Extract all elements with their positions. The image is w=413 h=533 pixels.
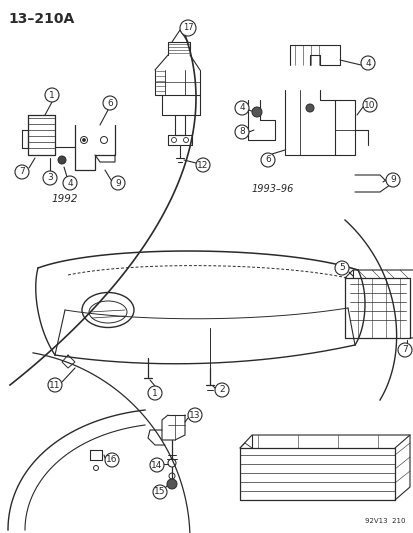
Text: 1: 1: [152, 389, 157, 398]
Text: 10: 10: [363, 101, 375, 109]
Circle shape: [235, 101, 248, 115]
Text: 4: 4: [67, 179, 73, 188]
Text: 9: 9: [115, 179, 121, 188]
Text: 9: 9: [389, 175, 395, 184]
Text: 6: 6: [264, 156, 270, 165]
Text: 11: 11: [49, 381, 61, 390]
Circle shape: [111, 176, 125, 190]
Circle shape: [45, 88, 59, 102]
Circle shape: [260, 153, 274, 167]
Circle shape: [63, 176, 77, 190]
Circle shape: [214, 383, 228, 397]
Circle shape: [147, 386, 161, 400]
Circle shape: [397, 343, 411, 357]
Circle shape: [385, 173, 399, 187]
Text: 92V13  210: 92V13 210: [365, 518, 405, 524]
Text: 2: 2: [218, 385, 224, 394]
Circle shape: [252, 107, 261, 117]
Circle shape: [58, 156, 66, 164]
Circle shape: [195, 158, 209, 172]
Circle shape: [105, 453, 119, 467]
Text: 4: 4: [239, 103, 244, 112]
Circle shape: [150, 458, 164, 472]
Text: 7: 7: [19, 167, 25, 176]
Circle shape: [153, 485, 166, 499]
Text: 6: 6: [107, 99, 113, 108]
Text: 14: 14: [151, 461, 162, 470]
Circle shape: [360, 56, 374, 70]
Text: 3: 3: [47, 174, 53, 182]
Circle shape: [166, 479, 177, 489]
Text: 13: 13: [189, 410, 200, 419]
Text: 7: 7: [401, 345, 407, 354]
Circle shape: [334, 261, 348, 275]
Circle shape: [43, 171, 57, 185]
Circle shape: [180, 20, 195, 36]
Text: 13–210A: 13–210A: [8, 12, 74, 26]
Text: 4: 4: [364, 59, 370, 68]
Text: 16: 16: [106, 456, 117, 464]
Text: 17: 17: [182, 23, 193, 33]
Text: 15: 15: [154, 488, 165, 497]
Circle shape: [103, 96, 117, 110]
Circle shape: [188, 408, 202, 422]
Text: 1992: 1992: [52, 194, 78, 204]
Circle shape: [305, 104, 313, 112]
Text: 1993–96: 1993–96: [252, 184, 294, 194]
Text: 12: 12: [197, 160, 208, 169]
Circle shape: [362, 98, 376, 112]
Text: 8: 8: [239, 127, 244, 136]
Text: 1: 1: [49, 91, 55, 100]
Circle shape: [82, 139, 85, 141]
Circle shape: [15, 165, 29, 179]
Text: 5: 5: [338, 263, 344, 272]
Circle shape: [235, 125, 248, 139]
Circle shape: [48, 378, 62, 392]
